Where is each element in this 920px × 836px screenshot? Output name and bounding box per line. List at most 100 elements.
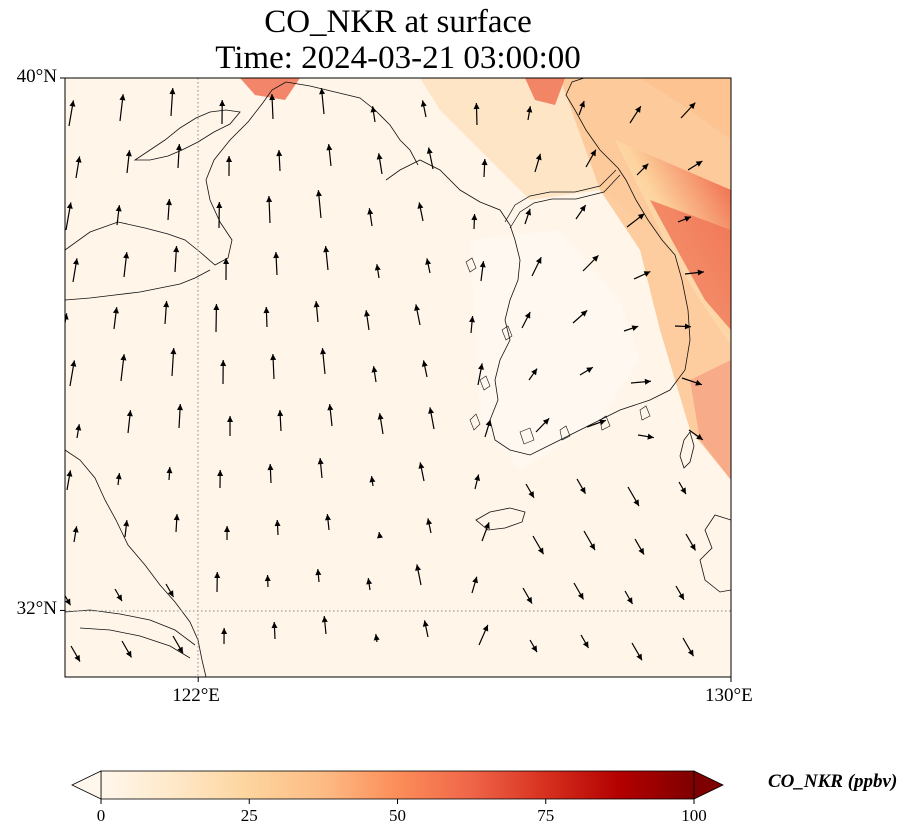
map-subtitle-time: Time: 2024-03-21 03:00:00: [215, 40, 581, 76]
colorbar-gradient: [100, 770, 695, 800]
wind-arrow: [313, 301, 320, 323]
lon-tick-label: 122°E: [172, 685, 220, 706]
korea-west-islands: [465, 257, 513, 391]
wind-arrow: [529, 639, 538, 653]
wind-arrow: [479, 261, 486, 282]
wind-arrow: [677, 216, 692, 223]
wind-arrow: [477, 363, 484, 386]
wind-arrow: [123, 252, 130, 278]
wind-arrow: [377, 413, 384, 435]
wind-arrow: [629, 105, 642, 124]
wind-arrow: [417, 202, 424, 222]
wind-arrow: [224, 525, 231, 541]
wind-arrow: [674, 323, 692, 330]
wind-arrow: [481, 522, 490, 542]
wind-arrow: [678, 481, 687, 495]
co-plume-northeast-corner: [640, 78, 731, 140]
co-plume-yalu: [525, 78, 565, 105]
wind-arrow: [270, 353, 277, 380]
wind-arrow: [631, 642, 643, 661]
wind-arrow: [75, 424, 82, 439]
wind-arrow: [370, 106, 377, 123]
wind-arrow: [636, 163, 649, 176]
lat-tick-label: 40°N: [16, 66, 57, 87]
korea-south-islands: [469, 405, 651, 445]
wind-arrow: [115, 473, 122, 486]
colorbar-tick-label: 75: [537, 806, 555, 825]
wind-arrow: [75, 156, 82, 179]
co-concentration-field: [240, 78, 731, 480]
map-title: CO_NKR at surface: [264, 4, 532, 40]
wind-arrow: [687, 160, 703, 171]
wind-arrow: [675, 585, 685, 601]
wind-arrow: [374, 264, 381, 279]
wind-arrow: [119, 94, 126, 122]
wind-arrow: [680, 102, 696, 119]
yalu-river: [504, 169, 617, 223]
wind-arrow: [528, 368, 538, 381]
wind-arrow: [72, 258, 79, 283]
wind-arrow: [366, 578, 373, 591]
china-north-coast: [65, 81, 287, 266]
wind-arrow: [271, 621, 278, 640]
liaodong-peninsula: [133, 109, 241, 161]
wind-arrow: [65, 313, 69, 327]
wind-arrow: [70, 645, 81, 662]
wind-arrow: [321, 616, 328, 635]
co-light-south-korea: [470, 230, 640, 470]
wind-arrow: [69, 360, 77, 387]
wind-arrow: [428, 407, 435, 430]
wind-arrow: [535, 417, 550, 433]
wind-arrow: [68, 100, 76, 127]
wind-arrow: [688, 429, 704, 441]
wind-arrow: [126, 410, 133, 434]
colorbar-extend-low: [71, 770, 102, 800]
wind-arrow: [267, 463, 274, 484]
wind-vectors: [65, 88, 704, 662]
wind-arrow: [426, 147, 434, 170]
co-plume-liaodong: [240, 78, 300, 100]
korea-northeast-coast: [565, 78, 619, 169]
bohai-coast-west: [65, 269, 211, 301]
wind-arrow: [421, 360, 428, 378]
wind-arrow: [579, 366, 594, 376]
wind-arrow: [217, 469, 224, 489]
wind-arrow: [220, 359, 227, 385]
wind-arrow: [469, 316, 476, 334]
wind-arrow: [173, 513, 180, 533]
wind-arrow: [65, 202, 73, 231]
wind-arrow: [214, 571, 221, 593]
yalu-river-2: [509, 174, 621, 229]
wind-arrow: [471, 213, 478, 230]
wind-arrow: [173, 246, 180, 273]
wind-arrow: [114, 588, 123, 602]
co-plume-east-sea-band: [650, 200, 731, 330]
north-korea-coast: [385, 159, 691, 456]
wind-arrow: [371, 366, 378, 383]
wind-arrow: [213, 303, 220, 333]
wind-arrow: [682, 637, 695, 657]
colorbar-tick-label: 100: [681, 806, 707, 825]
wind-arrow: [414, 304, 421, 326]
wind-arrow: [634, 538, 645, 555]
wind-arrow: [425, 258, 432, 274]
wind-arrow: [219, 99, 226, 125]
wind-arrow: [277, 409, 284, 432]
map-frame: [64, 77, 732, 678]
wind-arrow: [326, 144, 333, 167]
wind-arrow: [426, 518, 433, 534]
wind-arrow: [478, 624, 489, 646]
wind-arrow: [525, 483, 535, 499]
colorbar-label: CO_NKR (ppbv): [768, 771, 898, 792]
wind-arrow: [473, 102, 480, 126]
wind-arrow: [317, 458, 324, 479]
wind-arrow: [576, 478, 587, 495]
colorbar-extend-high: [693, 770, 724, 800]
wind-arrow: [221, 627, 228, 645]
gridlines: [65, 78, 731, 677]
wind-arrow: [522, 587, 533, 604]
co-plume-southeast: [690, 360, 731, 480]
wind-arrow: [624, 590, 634, 605]
lat-tick-label: 32°N: [16, 598, 57, 620]
wind-arrow: [170, 348, 177, 377]
